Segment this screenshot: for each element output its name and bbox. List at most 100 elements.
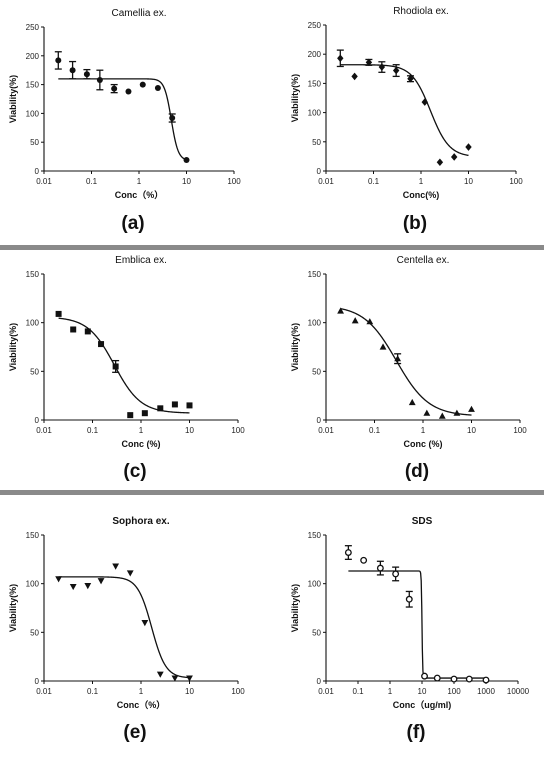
x-tick-label: 1000	[477, 687, 495, 696]
panel-caption: (e)	[123, 722, 146, 743]
x-tick-label: 0.1	[87, 687, 99, 696]
data-point	[112, 363, 119, 370]
y-tick-label: 100	[26, 319, 40, 328]
data-point	[351, 317, 359, 324]
y-tick-label: 0	[317, 677, 322, 686]
y-tick-label: 100	[26, 580, 40, 589]
x-tick-label: 10000	[507, 687, 530, 696]
data-point	[421, 672, 428, 680]
data-point	[141, 620, 149, 627]
data-point	[70, 326, 77, 333]
y-tick-label: 150	[308, 79, 322, 88]
x-axis-label: Conc (%)	[122, 439, 161, 449]
data-point	[69, 583, 77, 591]
data-point	[436, 158, 444, 167]
x-tick-label: 0.01	[36, 687, 52, 696]
data-point	[438, 412, 446, 419]
data-point	[405, 595, 413, 603]
data-point	[376, 564, 384, 572]
row-separator	[0, 490, 544, 495]
data-point	[465, 675, 473, 683]
x-tick-label: 100	[231, 426, 245, 435]
chart-title: SDS	[412, 516, 433, 527]
y-tick-label: 150	[308, 531, 322, 540]
data-point	[450, 675, 458, 683]
data-point	[171, 675, 179, 682]
data-point	[183, 157, 190, 164]
data-point	[408, 398, 416, 406]
y-axis-label: Viability(%)	[8, 323, 18, 371]
y-tick-label: 250	[308, 21, 322, 30]
data-point	[360, 556, 368, 564]
y-tick-label: 0	[317, 167, 322, 176]
fit-curve	[58, 78, 187, 161]
data-point	[154, 85, 161, 92]
fit-curve	[58, 576, 190, 679]
fit-curve	[348, 570, 486, 679]
data-point	[344, 549, 352, 556]
x-tick-label: 0.01	[318, 426, 334, 435]
y-tick-label: 50	[30, 628, 39, 637]
fit-curve	[58, 317, 190, 414]
x-tick-label: 0.1	[352, 687, 364, 696]
chart-title: Emblica ex.	[115, 255, 167, 266]
x-tick-label: 1	[137, 177, 142, 186]
y-tick-label: 0	[317, 416, 322, 425]
x-tick-label: 10	[467, 426, 476, 435]
data-point	[98, 341, 105, 348]
y-tick-label: 200	[308, 50, 322, 59]
data-point	[451, 153, 458, 161]
data-point	[337, 54, 344, 63]
data-point	[171, 401, 178, 408]
chart-panel-c: 0.01 0.1 1 10 100 0 50 100 150 Emblica ex. Conc (%…	[8, 255, 245, 482]
panel-caption: (f)	[407, 722, 426, 743]
y-tick-label: 50	[312, 367, 321, 376]
y-tick-label: 100	[308, 580, 322, 589]
data-point	[453, 409, 461, 416]
x-tick-label: 100	[513, 426, 527, 435]
chart-title: Rhodiola ex.	[393, 6, 449, 17]
y-tick-label: 150	[26, 531, 40, 540]
y-axis-label: Viability(%)	[290, 323, 300, 371]
x-tick-label: 1	[139, 687, 144, 696]
data-point	[69, 67, 76, 74]
data-point	[433, 674, 441, 682]
panel-caption: (b)	[403, 213, 427, 234]
x-tick-label: 10	[182, 177, 191, 186]
x-tick-label: 0.1	[368, 177, 380, 186]
y-axis-label: Viability(%)	[290, 74, 300, 122]
data-point	[186, 402, 193, 409]
x-axis-label: Conc（ug/ml)	[393, 700, 452, 710]
y-tick-label: 150	[26, 81, 40, 90]
x-tick-label: 0.01	[36, 426, 52, 435]
data-point	[337, 307, 344, 314]
data-point	[127, 412, 134, 419]
y-tick-label: 100	[26, 109, 40, 118]
data-point	[55, 576, 62, 583]
chart-title: Camellia ex.	[111, 8, 166, 19]
data-point	[392, 66, 400, 75]
data-point	[365, 58, 373, 67]
data-point	[55, 57, 62, 64]
x-tick-label: 10	[185, 426, 194, 435]
data-point	[423, 409, 431, 416]
x-tick-label: 1	[419, 177, 424, 186]
data-point	[468, 405, 475, 412]
x-tick-label: 100	[509, 177, 523, 186]
data-point	[351, 72, 358, 81]
y-tick-label: 100	[308, 109, 322, 118]
x-axis-label: Conc（%）	[117, 700, 166, 710]
data-point	[366, 318, 374, 325]
x-tick-label: 0.1	[87, 426, 99, 435]
x-tick-label: 0.1	[86, 177, 98, 186]
y-axis-label: Viability(%)	[290, 584, 300, 632]
y-tick-label: 150	[26, 270, 40, 279]
data-point	[482, 676, 490, 684]
x-tick-label: 1	[421, 426, 426, 435]
data-point	[55, 310, 62, 317]
chart-panel-a: 0.01 0.1 1 10 100 0 50 100 150 200 250 Camellia ex.…	[8, 8, 241, 234]
y-tick-label: 250	[26, 23, 40, 32]
y-tick-label: 150	[308, 270, 322, 279]
